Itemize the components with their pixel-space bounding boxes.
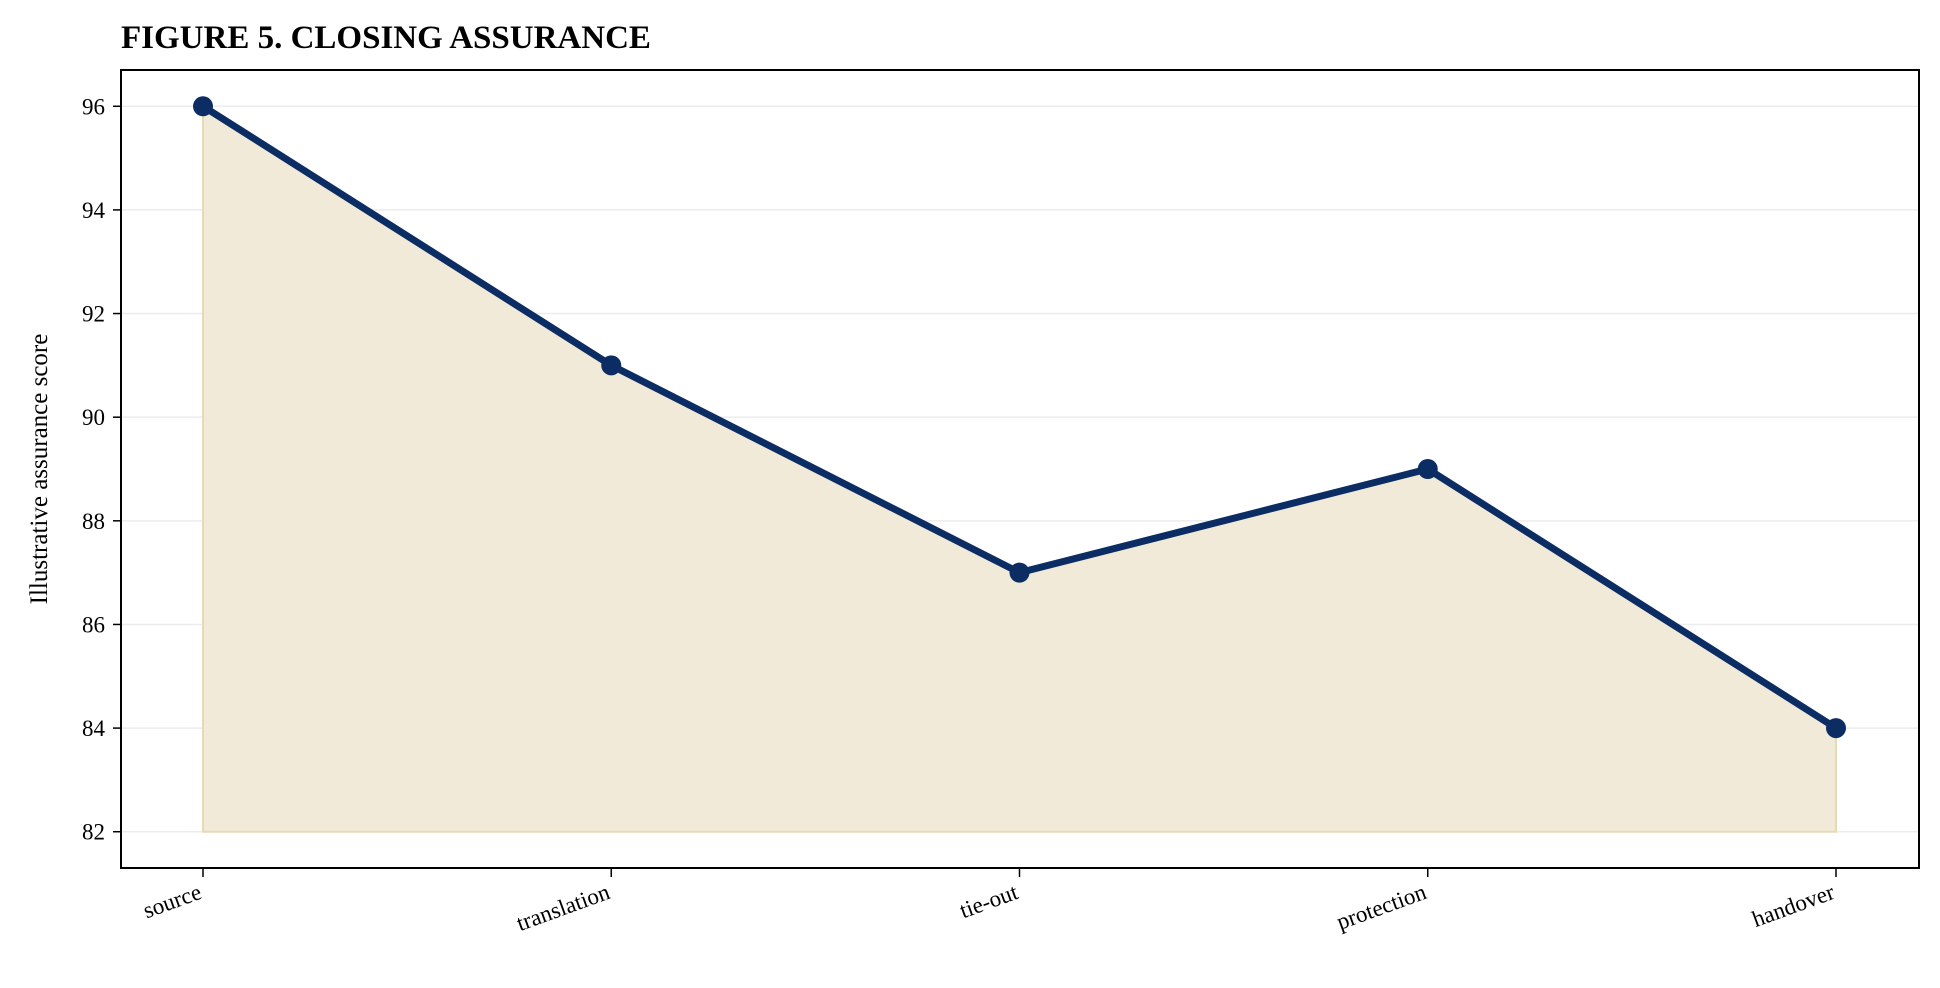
- x-tick-label: tie-out: [956, 879, 1022, 923]
- data-point: [193, 96, 213, 117]
- data-point: [1417, 459, 1438, 479]
- y-axis-ticks: 82 84 86 88 90 92 94 96: [82, 94, 121, 845]
- y-axis-label: Illustrative assurance score: [26, 334, 53, 605]
- y-tick-label: 96: [82, 94, 105, 119]
- x-tick-label: source: [140, 879, 205, 923]
- x-axis-ticks: source translation tie-out protection handov…: [140, 868, 1838, 936]
- y-tick-label: 82: [82, 820, 105, 845]
- area-fill-layer: [202, 104, 1837, 833]
- y-tick-label: 86: [82, 612, 105, 637]
- data-point: [1826, 718, 1846, 739]
- y-tick-label: 90: [82, 405, 105, 430]
- x-tick-label: translation: [513, 879, 613, 936]
- y-tick-label: 92: [82, 302, 105, 327]
- x-tick-label: protection: [1333, 879, 1430, 935]
- data-point: [601, 355, 622, 376]
- data-markers: [193, 96, 1846, 739]
- chart-title: FIGURE 5. CLOSING ASSURANCE: [121, 20, 651, 56]
- area-fill: [202, 104, 1837, 833]
- x-tick-label: handover: [1749, 879, 1838, 932]
- y-tick-label: 84: [82, 716, 106, 741]
- y-tick-label: 94: [82, 198, 106, 223]
- data-point: [1009, 562, 1030, 583]
- y-tick-label: 88: [82, 509, 105, 534]
